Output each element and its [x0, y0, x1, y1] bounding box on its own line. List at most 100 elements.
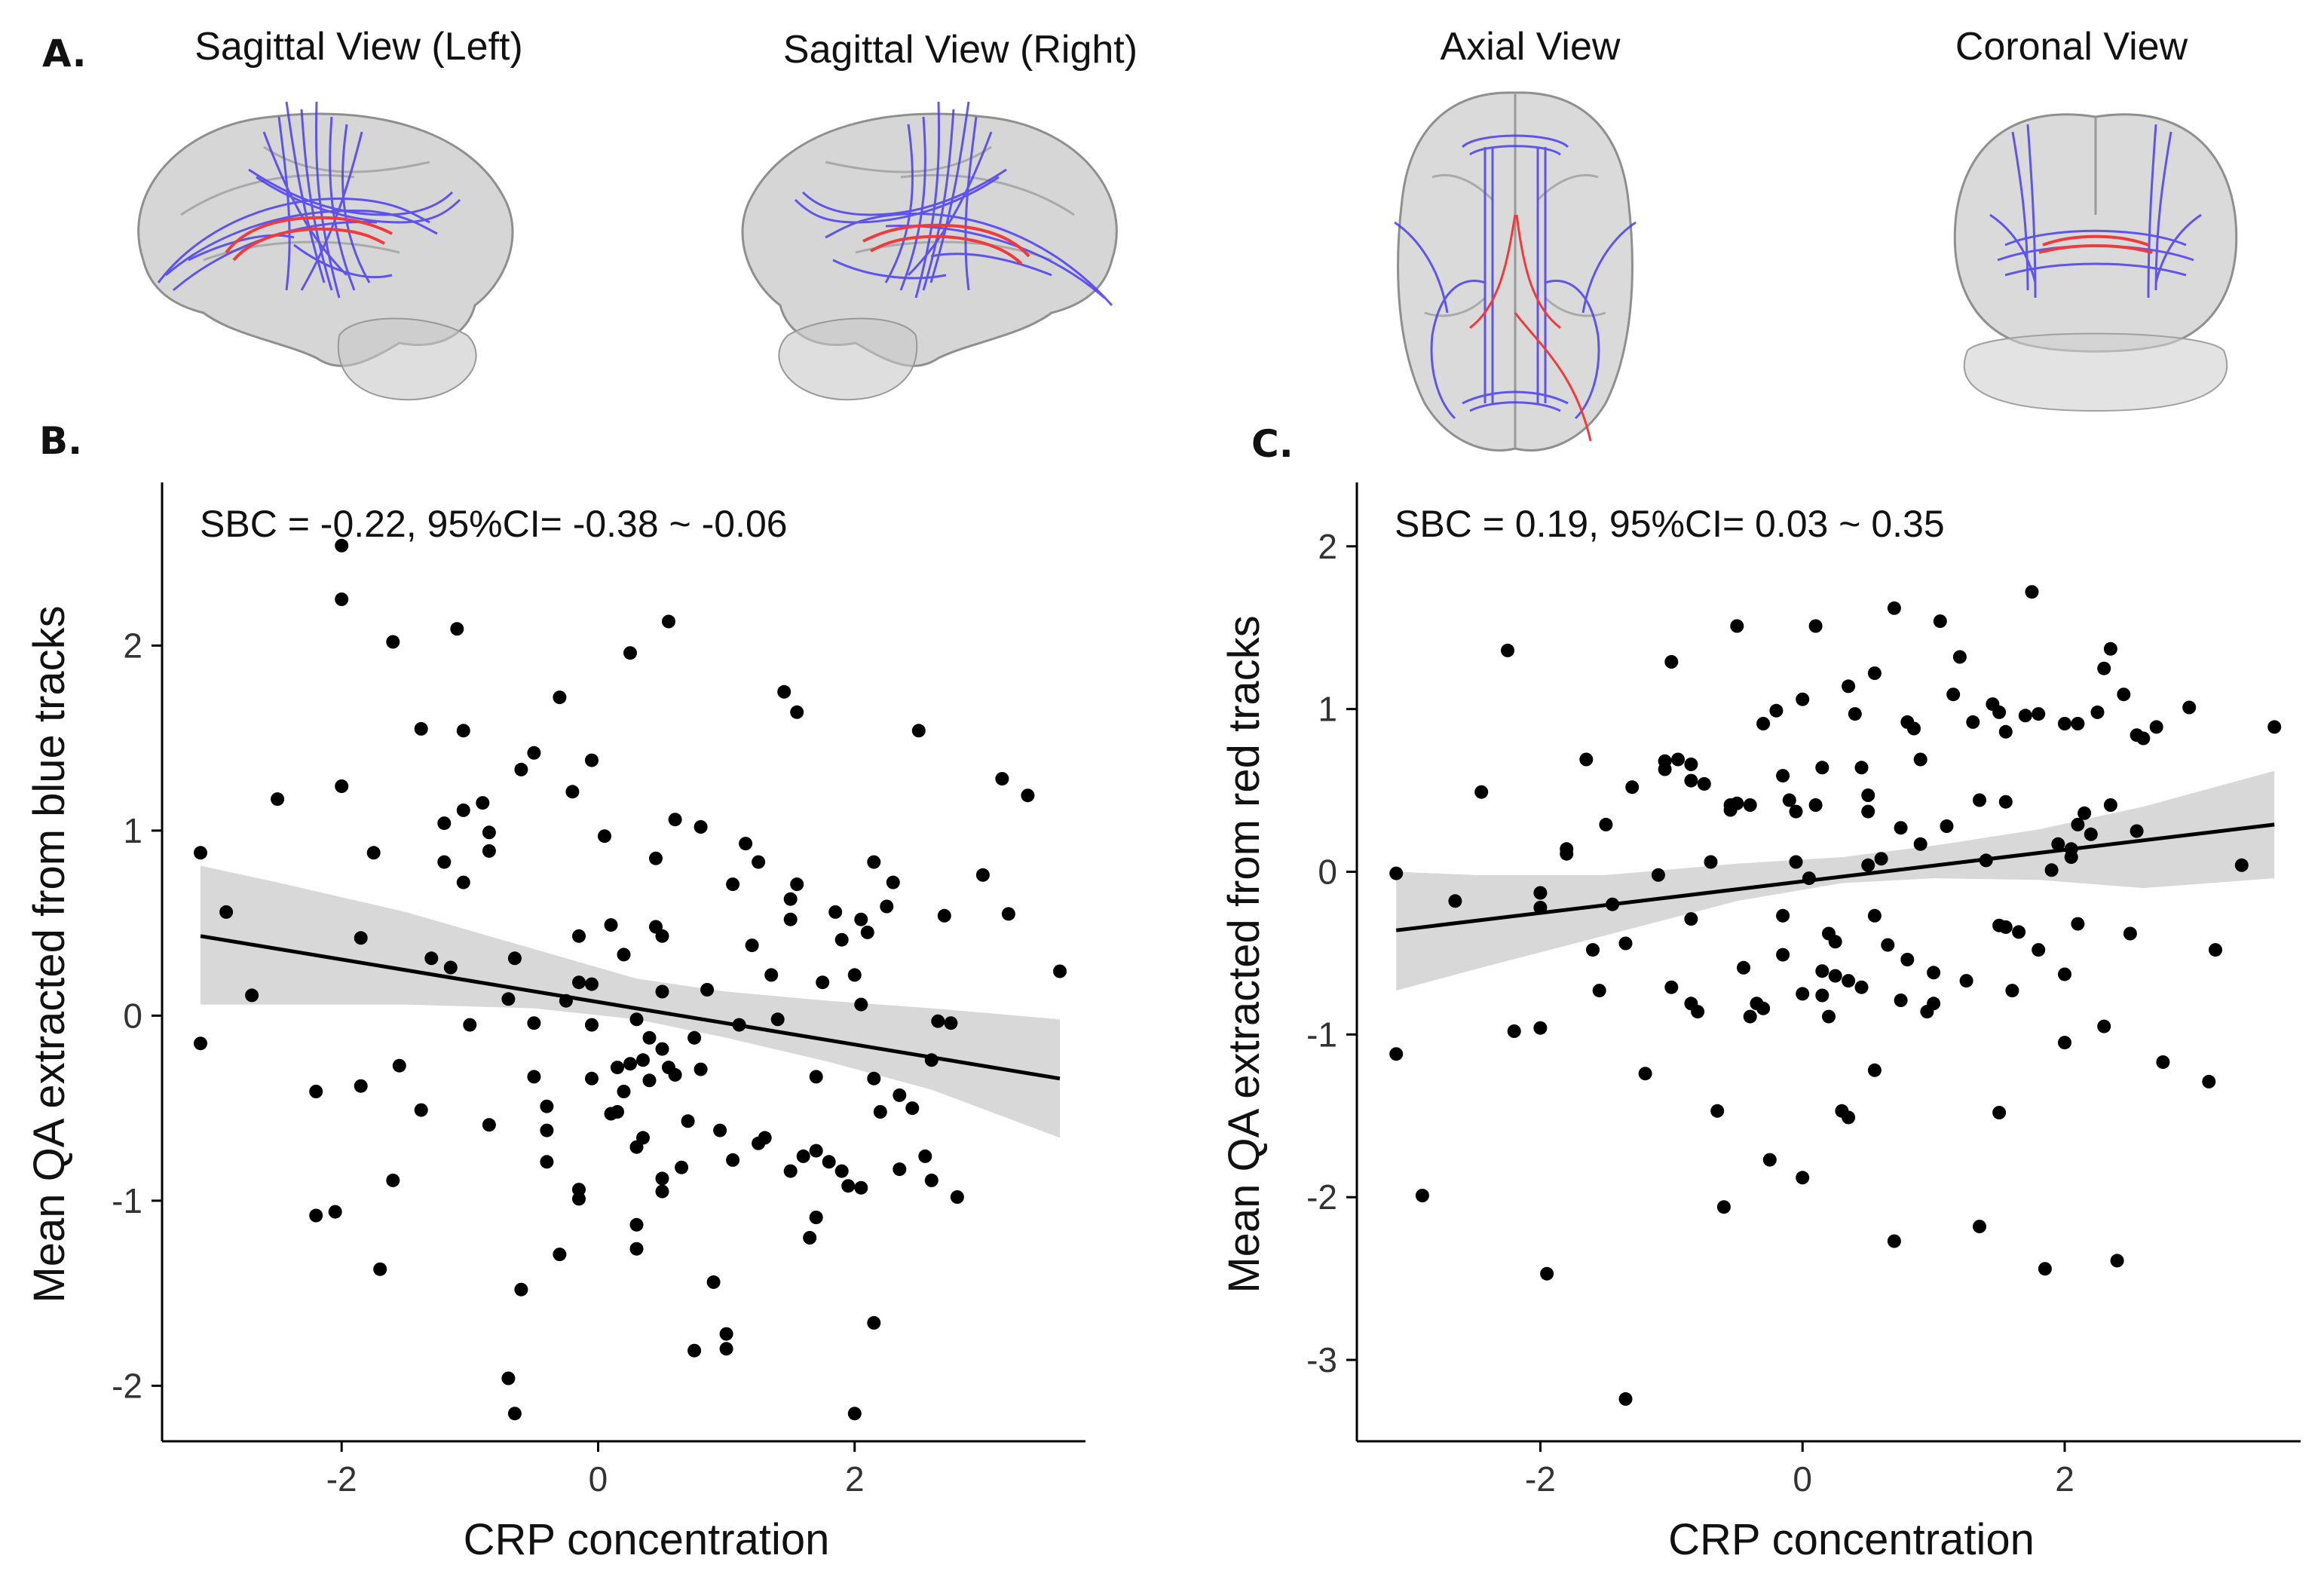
data-point: [700, 983, 715, 997]
data-point: [623, 646, 637, 660]
data-point: [629, 1012, 644, 1027]
data-point: [1867, 1063, 1882, 1077]
brain-shape: [1397, 91, 1634, 452]
data-point: [847, 968, 862, 982]
y-tick-label: -1: [1306, 1015, 1337, 1054]
data-point: [1474, 785, 1489, 799]
data-point: [1448, 894, 1462, 908]
y-axis-label: Mean QA extracted from red tracks: [1220, 615, 1269, 1293]
y-tick-label: 0: [123, 996, 142, 1035]
data-point: [1704, 855, 1718, 869]
data-point: [414, 1103, 428, 1117]
data-point: [1992, 705, 2007, 719]
data-point: [649, 851, 663, 865]
data-point: [1789, 855, 1803, 869]
panel-letter-c: C.: [1251, 422, 1294, 466]
data-point: [629, 1217, 644, 1232]
data-point: [886, 875, 900, 889]
data-point: [1842, 1110, 1856, 1125]
data-point: [386, 1173, 400, 1187]
data-point: [668, 1067, 682, 1082]
data-point: [2018, 709, 2032, 723]
x-tick-label: 0: [1793, 1459, 1812, 1499]
data-point: [1998, 920, 2013, 934]
data-point: [2117, 687, 2131, 702]
data-point: [604, 918, 618, 932]
data-point: [450, 622, 464, 636]
data-point: [463, 1018, 477, 1032]
data-point: [194, 846, 207, 860]
data-point: [2130, 824, 2144, 838]
data-point: [1743, 798, 1757, 812]
data-point: [873, 1105, 887, 1119]
data-point: [655, 1184, 669, 1199]
data-point: [1684, 912, 1698, 926]
data-point: [713, 1123, 727, 1137]
data-point: [1867, 908, 1882, 923]
data-point: [2064, 850, 2078, 865]
x-axis-label: CRP concentration: [464, 1515, 830, 1564]
data-point: [1952, 650, 1967, 664]
data-point: [540, 1123, 554, 1137]
data-point: [437, 855, 452, 869]
data-point: [1828, 969, 1842, 983]
data-point: [655, 1171, 669, 1186]
data-point: [1854, 980, 1869, 994]
data-point: [540, 1099, 554, 1113]
data-point: [726, 877, 740, 892]
data-point: [1743, 1009, 1757, 1024]
regression-line: [200, 934, 1061, 1081]
data-point: [572, 1183, 586, 1197]
data-point: [2097, 661, 2111, 675]
data-point: [482, 844, 496, 858]
data-point: [867, 855, 881, 869]
data-point: [1887, 1234, 1901, 1248]
data-point: [1782, 793, 1796, 807]
data-point: [572, 929, 586, 943]
data-point: [1796, 987, 1810, 1001]
data-point: [854, 1180, 868, 1195]
data-point: [1933, 614, 1947, 629]
data-point: [354, 931, 368, 945]
panel-letter-b: B.: [39, 419, 83, 463]
data-point: [1691, 1005, 1705, 1019]
data-point: [611, 1061, 624, 1075]
data-point: [944, 1016, 958, 1030]
data-point: [540, 1155, 554, 1169]
data-point: [1854, 761, 1869, 775]
data-point: [2136, 731, 2151, 746]
data-point: [1730, 619, 1744, 633]
data-point: [1842, 974, 1856, 988]
data-point: [905, 1101, 920, 1116]
data-point: [1842, 679, 1856, 693]
y-axis-label: Mean QA extracted from blue tracks: [25, 605, 74, 1303]
data-point: [770, 1012, 785, 1027]
data-point: [443, 960, 458, 975]
data-point: [501, 992, 516, 1006]
data-point: [1907, 721, 1921, 736]
data-point: [2005, 984, 2019, 998]
data-point: [739, 837, 753, 851]
data-point: [1533, 886, 1548, 900]
y-tick-label: -2: [1306, 1177, 1337, 1217]
data-point: [2058, 717, 2071, 730]
data-point: [2090, 705, 2105, 719]
data-point: [867, 1315, 881, 1330]
view-title-coronal: Coronal View: [1955, 25, 2188, 69]
data-point: [694, 820, 708, 834]
data-point: [1560, 847, 1574, 861]
data-point: [1756, 1001, 1771, 1015]
data-point: [598, 829, 611, 844]
data-point: [1415, 1189, 1429, 1202]
data-point: [1998, 795, 2013, 809]
confidence-band: [201, 865, 1060, 1138]
data-point: [2267, 720, 2282, 734]
brain-sagittal-left-image: [137, 101, 514, 401]
x-tick-label: -2: [1525, 1459, 1556, 1499]
blue-tracks: [157, 101, 461, 299]
data-point: [822, 1155, 836, 1169]
data-point: [2071, 817, 2085, 831]
data-point: [1658, 762, 1672, 776]
y-tick-label: 0: [1318, 852, 1337, 891]
data-point: [1789, 804, 1803, 819]
